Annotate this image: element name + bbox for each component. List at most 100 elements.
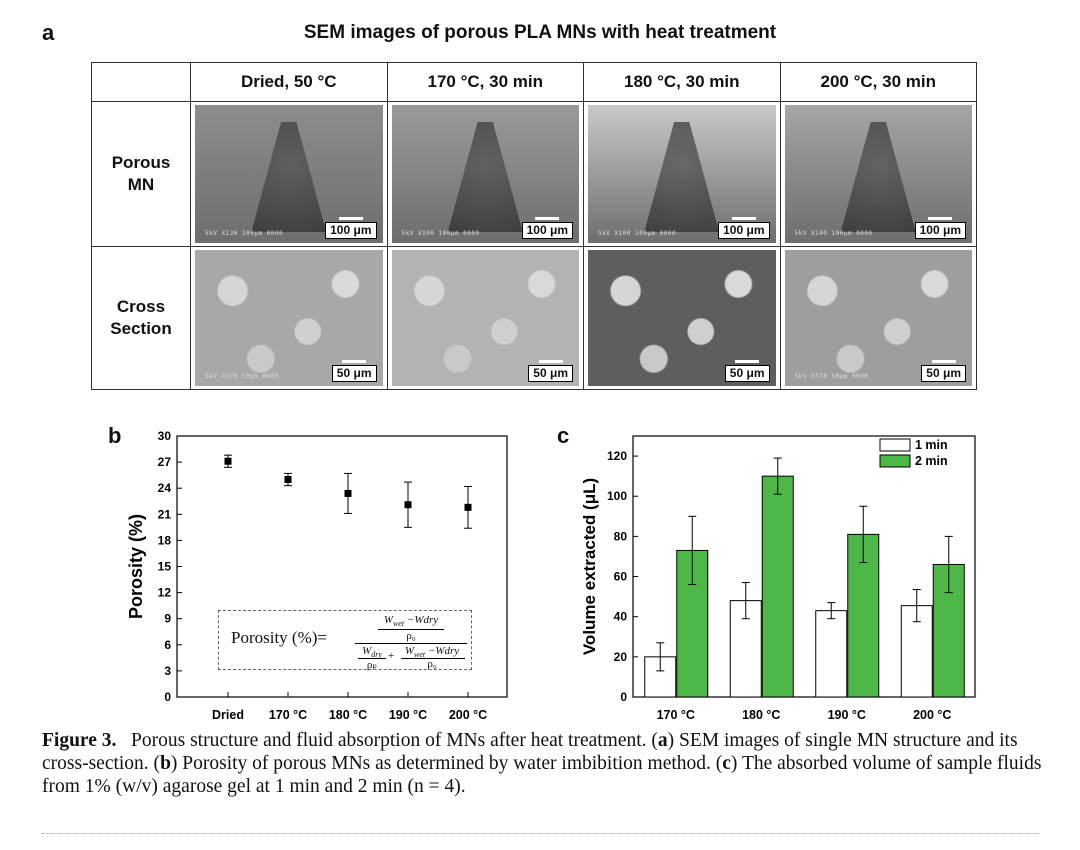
scale-bar: 50 μm [921,360,966,382]
formula-prefix: Porosity (%)= [231,628,327,647]
y-tick-label: 100 [607,489,627,503]
sem-image: 50 μm [391,250,579,386]
y-tick-label: 40 [614,610,628,624]
page-divider [42,833,1040,834]
scale-bar: 50 μm [331,360,377,382]
scale-bar-line [338,217,363,220]
formula-sub: dry [371,650,382,660]
formula-rho0: ρ₀ [427,658,437,671]
microneedle-shape [251,121,327,232]
scale-bar-line [735,360,760,363]
figure-caption: Figure 3. Porous structure and fluid abs… [42,729,1042,798]
caption-text: Porous structure and fluid absorption of… [131,730,658,751]
sem-image: 5kV X370 50μm 0000 50 μm [195,250,383,386]
data-point [284,476,292,483]
y-tick-label: 60 [614,570,628,584]
formula-sub: wet [393,619,405,629]
y-tick-label: 0 [164,690,171,704]
x-tick-label: 190 °C [389,708,427,722]
data-point [464,503,472,511]
caption-text: ) The absorbed volume of sample fluids f… [42,753,1042,797]
legend-swatch [879,454,911,468]
formula-fraction: Wwet −Wdry ρ₀ Wdry ρₚ + Wwet −Wdry ρ₀ [355,614,467,672]
column-header: 180 °C, 30 min [583,62,781,102]
bar [815,610,848,698]
x-tick-label: 170 °C [657,708,695,722]
y-tick-label: 15 [158,560,172,574]
scale-bar: 50 μm [724,360,770,382]
row-label-line: Section [110,319,172,338]
porosity-formula-box: Porosity (%)= Wwet −Wdry ρ₀ Wdry ρₚ + Ww… [218,610,472,672]
sem-image: 5kV X130 100μm 0000 100 μm [195,105,383,243]
y-tick-label: 9 [164,612,171,626]
row-header-cross-section: Cross Section [91,246,191,390]
y-axis-label: Porosity (%) [126,514,146,619]
y-tick-label: 120 [607,449,627,463]
column-header: 170 °C, 30 min [386,62,584,102]
sem-metadata-text: 5kV X370 50μm 0000 [205,373,280,380]
y-tick-label: 0 [620,690,627,704]
sem-image: 50 μm [588,250,776,386]
bar [761,475,794,698]
x-tick-label: 180 °C [329,708,367,722]
formula-rest: −Wdry [404,614,439,626]
legend-label: 2 min [915,454,948,468]
caption-ref: b [160,753,171,774]
legend-swatch [879,438,911,452]
formula-w: W [383,614,394,626]
scale-bar-line [342,360,367,363]
caption-ref: c [722,753,731,774]
microneedle-shape [447,121,523,232]
scale-bar-line [931,360,956,363]
sem-image: 5kV X140 100μm 0000 100 μm [784,105,972,243]
scale-bar-line [538,360,563,363]
y-tick-label: 20 [614,650,628,664]
data-point [404,501,412,509]
row-header-porous-mn: Porous MN [91,101,191,247]
formula-rhop: ρₚ [366,659,378,672]
scale-bar: 100 μm [325,217,377,239]
y-tick-label: 27 [158,455,172,469]
y-tick-label: 24 [158,481,172,495]
panel-b-letter: b [108,423,122,448]
scale-bar-line [928,217,953,220]
sem-metadata-text: 5kV X100 100μm 0000 [401,230,480,237]
formula-wd: W [362,645,372,658]
y-tick-label: 21 [158,507,172,521]
x-tick-label: 170 °C [269,708,307,722]
scale-bar: 50 μm [528,360,573,382]
volume-chart: 0 20 40 60 80 100 120 170 °C 180 °C 190 °C 200 °C 1… [580,435,976,722]
legend-label: 1 min [915,438,948,452]
scale-bar: 100 μm [914,217,966,239]
formula-sub: wet [414,650,426,660]
corner-cell [91,62,191,102]
x-tick-label: 190 °C [828,708,866,722]
caption-text: ) Porosity of porous MNs as determined b… [170,753,723,774]
sem-metadata-text: 5kV X100 100μm 0000 [598,230,677,237]
y-tick-label: 3 [164,664,171,678]
panel-a-title: SEM images of porous PLA MNs with heat t… [303,22,777,43]
formula-w: W [404,645,415,658]
scale-bar: 100 μm [521,217,573,239]
x-tick-label: 180 °C [742,708,780,722]
data-point [344,489,352,497]
y-tick-label: 18 [158,533,172,547]
y-tick-label: 6 [164,638,171,652]
scale-bar: 100 μm [718,217,770,239]
formula-plus: + [388,650,395,663]
sem-metadata-text: 5kV X370 50μm 0000 [794,373,869,380]
sem-image: 5kV X100 100μm 0000 100 μm [391,105,579,243]
sem-image-grid: Dried, 50 °C 170 °C, 30 min 180 °C, 30 m… [91,62,977,390]
caption-text: ) SEM images of single MN structure and … [42,730,1018,774]
x-tick-label: 200 °C [913,708,951,722]
row-label-line: MN [127,175,155,194]
y-tick-label: 80 [614,529,628,543]
caption-label: Figure 3. [42,730,117,751]
scale-bar-line [731,217,756,220]
y-tick-label: 12 [158,586,172,600]
panel-c-letter: c [557,423,570,448]
sem-metadata-text: 5kV X140 100μm 0000 [794,230,873,237]
column-header: Dried, 50 °C [190,62,388,102]
microneedle-shape [840,121,916,232]
bar [676,549,709,698]
